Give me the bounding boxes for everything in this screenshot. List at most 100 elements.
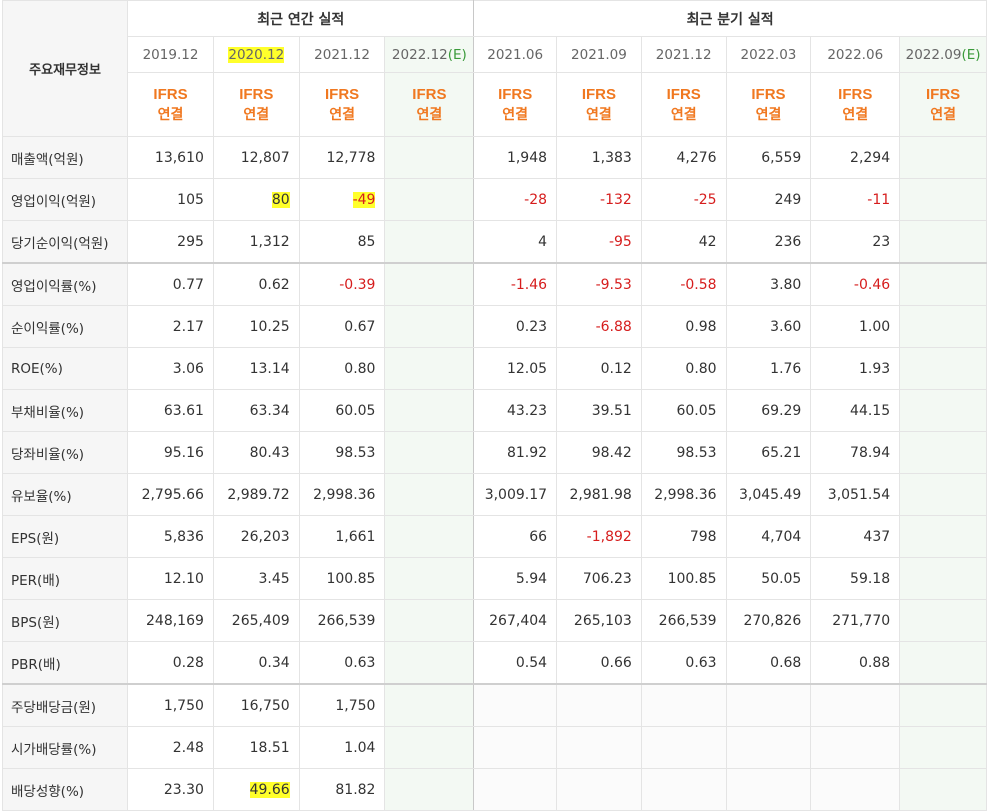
basis-consolidated-label: 연결 xyxy=(842,106,869,123)
value-cell: 12.10 xyxy=(127,557,214,600)
value-text: 63.34 xyxy=(249,402,290,419)
value-cell: -28 xyxy=(473,178,558,221)
table-row: 영업이익(억원) 105 80 -49 -28 -132 -25 249 -11 xyxy=(1,178,987,221)
value-cell: 249 xyxy=(725,178,812,221)
row-label: BPS(원) xyxy=(1,599,129,642)
value-cell: 3.06 xyxy=(127,347,214,390)
table-row: PBR(배) 0.28 0.34 0.63 0.54 0.66 0.63 0.68 0.88 xyxy=(1,641,987,685)
row-label: 영업이익률(%) xyxy=(1,262,129,306)
value-cell: 13.14 xyxy=(212,347,300,390)
row-label: EPS(원) xyxy=(1,515,129,558)
value-cell: 266,539 xyxy=(640,599,727,642)
value-cell xyxy=(810,726,901,769)
value-text: 80 xyxy=(271,191,290,208)
value-cell xyxy=(899,136,987,179)
basis-ifrs-label: IFRS xyxy=(666,85,701,103)
value-cell xyxy=(899,220,987,264)
value-text: 3.45 xyxy=(258,570,290,587)
value-text: 50.05 xyxy=(761,570,802,587)
value-cell xyxy=(899,473,987,516)
basis-cell: IFRS 연결 xyxy=(212,72,300,137)
value-text: 248,169 xyxy=(146,612,204,629)
basis-cell: IFRS 연결 xyxy=(473,72,558,137)
period-header-quarterly-2: 2021.12 xyxy=(640,36,727,73)
value-cell: 3,045.49 xyxy=(725,473,812,516)
table-row: 유보율(%) 2,795.66 2,989.72 2,998.36 3,009.17 2,… xyxy=(1,473,987,516)
value-cell: 100.85 xyxy=(640,557,727,600)
value-cell xyxy=(725,768,812,811)
value-cell: -0.46 xyxy=(810,262,901,306)
value-text: -25 xyxy=(693,191,717,208)
value-text: 95.16 xyxy=(163,444,204,461)
basis-cell: IFRS 연결 xyxy=(899,72,987,137)
period-header-annual-3: 2022.12(E) xyxy=(384,36,475,73)
value-cell: 1,750 xyxy=(127,683,214,727)
table-row: 주당배당금(원) 1,750 16,750 1,750 xyxy=(1,683,987,727)
table-row: 시가배당률(%) 2.48 18.51 1.04 xyxy=(1,726,987,769)
basis-cell: IFRS 연결 xyxy=(127,72,214,137)
value-cell: -95 xyxy=(556,220,642,264)
value-cell: 2,795.66 xyxy=(127,473,214,516)
row-label: 부채비율(%) xyxy=(1,389,129,432)
value-cell xyxy=(384,515,475,558)
value-text: 12.05 xyxy=(506,360,548,377)
value-cell: 271,770 xyxy=(810,599,901,642)
value-cell: 1.93 xyxy=(810,347,901,390)
value-text: 0.67 xyxy=(344,318,376,335)
basis-consolidated-label: 연결 xyxy=(329,106,355,123)
value-cell: 2,981.98 xyxy=(556,473,642,516)
value-cell: 43.23 xyxy=(473,389,558,432)
value-cell: 248,169 xyxy=(127,599,214,642)
value-cell xyxy=(556,768,642,811)
period-header-annual-0: 2019.12 xyxy=(127,36,214,73)
value-cell: 105 xyxy=(127,178,214,221)
period-header-annual-1: 2020.12 xyxy=(212,36,300,73)
value-cell: -0.58 xyxy=(640,262,727,306)
value-text: 3,009.17 xyxy=(484,486,548,503)
value-cell: 0.23 xyxy=(473,305,558,348)
value-text: 0.54 xyxy=(515,654,548,671)
value-text: 78.94 xyxy=(850,444,891,461)
value-text: -1,892 xyxy=(586,528,632,545)
value-text: -1.46 xyxy=(510,276,548,293)
value-text: 10.25 xyxy=(249,318,290,335)
table-row: BPS(원) 248,169 265,409 266,539 267,404 265,10… xyxy=(1,599,987,642)
value-text: -11 xyxy=(867,191,891,208)
value-cell xyxy=(640,683,727,727)
value-cell xyxy=(810,683,901,727)
value-text: 706.23 xyxy=(582,570,632,587)
value-text: -0.39 xyxy=(339,276,376,293)
quarterly-group-title: 최근 분기 실적 xyxy=(473,0,987,37)
value-cell: 0.67 xyxy=(298,305,386,348)
value-text: 0.88 xyxy=(858,654,891,671)
value-text: 13.14 xyxy=(249,360,290,377)
value-cell: 6,559 xyxy=(725,136,812,179)
value-text: 12,807 xyxy=(240,149,290,166)
basis-consolidated-label: 연결 xyxy=(586,106,612,123)
value-cell: 1,948 xyxy=(473,136,558,179)
value-text: 271,770 xyxy=(832,612,891,629)
value-text: 5.94 xyxy=(515,570,548,587)
value-cell xyxy=(899,683,987,727)
value-text: 13,610 xyxy=(154,149,204,166)
value-text: 1.04 xyxy=(344,739,376,756)
value-cell: 0.28 xyxy=(127,641,214,685)
basis-consolidated-label: 연결 xyxy=(755,106,782,123)
value-text: 5,836 xyxy=(163,528,204,545)
value-text: 3.06 xyxy=(172,360,204,377)
value-cell: 437 xyxy=(810,515,901,558)
value-cell xyxy=(384,641,475,685)
value-text: 798 xyxy=(689,528,717,545)
value-text: 80.43 xyxy=(249,444,290,461)
value-cell: 1.76 xyxy=(725,347,812,390)
value-cell xyxy=(384,726,475,769)
value-text: 81.82 xyxy=(335,781,376,798)
value-text: 437 xyxy=(863,528,891,545)
value-text: 23.30 xyxy=(163,781,204,798)
table-row: EPS(원) 5,836 26,203 1,661 66 -1,892 798 4,704 43… xyxy=(1,515,987,558)
row-label: 당기순이익(억원) xyxy=(1,220,129,264)
value-text: 1,383 xyxy=(591,149,632,166)
value-cell: 295 xyxy=(127,220,214,264)
value-text: 100.85 xyxy=(667,570,717,587)
value-cell: 100.85 xyxy=(298,557,386,600)
